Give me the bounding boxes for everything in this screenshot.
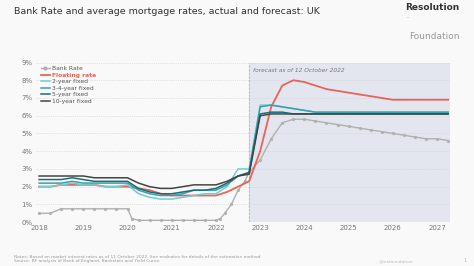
Text: Bank Rate and average mortgage rates, actual and forecast: UK: Bank Rate and average mortgage rates, ac… [14,7,320,16]
Text: forecast as of 12 October 2022: forecast as of 12 October 2022 [253,68,344,73]
Text: Resolution: Resolution [406,3,460,12]
Text: Notes: Based on market interest rates as of 11 October 2022. See endnotes for de: Notes: Based on market interest rates as… [14,255,262,263]
Bar [249,63,474,222]
Legend: Bank Rate, Floating rate, 2-year fixed, 3-4-year fixed, 5-year fixed, 10-year fi: Bank Rate, Floating rate, 2-year fixed, … [41,66,96,104]
Text: @resfoundation: @resfoundation [379,259,414,263]
Text: Foundation: Foundation [409,32,460,41]
Text: 1: 1 [464,258,467,263]
Text: ·: · [405,12,409,25]
